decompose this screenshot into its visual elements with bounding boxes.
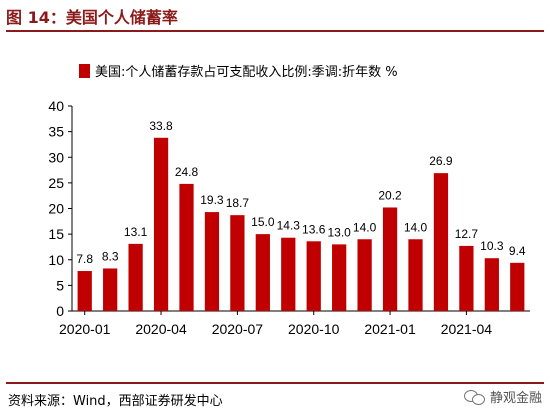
legend-swatch [79, 64, 90, 78]
data-label: 12.7 [455, 227, 479, 241]
y-tick-label: 40 [48, 98, 64, 114]
source-note: 资料来源：Wind，西部证券研发中心 [8, 394, 223, 409]
y-tick-label: 20 [48, 201, 64, 217]
x-tick-label: 2020-10 [288, 321, 340, 337]
data-label: 10.3 [480, 239, 504, 253]
title-rule [6, 30, 544, 32]
bar [332, 244, 347, 311]
bar [408, 239, 423, 311]
bar [357, 239, 372, 311]
bar [230, 215, 245, 311]
data-label: 13.6 [302, 222, 326, 236]
bar [382, 207, 398, 311]
data-label: 13.0 [327, 225, 351, 239]
bar [484, 258, 499, 311]
data-label: 15.0 [251, 215, 275, 229]
bar [103, 268, 118, 311]
x-tick-label: 2021-01 [364, 321, 416, 337]
x-tick-label: 2020-04 [135, 321, 187, 337]
bar [306, 241, 321, 311]
bar [128, 243, 143, 311]
data-label: 13.1 [124, 225, 148, 239]
bar [153, 137, 169, 311]
y-tick-label: 25 [48, 175, 64, 191]
y-tick-label: 15 [48, 226, 64, 242]
bar [433, 173, 449, 311]
legend-label: 美国:个人储蓄存款占可支配收入比例:季调:折年数 % [95, 65, 398, 80]
bar [255, 234, 270, 311]
data-label: 18.7 [226, 196, 250, 210]
y-tick-label: 10 [48, 252, 64, 268]
x-tick-label: 2021-04 [441, 321, 493, 337]
data-label: 20.2 [378, 188, 402, 202]
x-tick-label: 2020-07 [212, 321, 264, 337]
bar [77, 271, 92, 311]
wechat-icon [463, 389, 486, 405]
data-label: 9.4 [509, 244, 526, 258]
bar [204, 212, 220, 311]
data-label: 14.0 [404, 220, 428, 234]
data-label: 19.3 [200, 193, 224, 207]
bar [459, 245, 474, 311]
bar [510, 262, 525, 311]
bar [281, 237, 296, 311]
data-label: 14.3 [277, 219, 301, 233]
watermark-label: 静观金融 [489, 391, 542, 406]
y-tick-label: 0 [56, 303, 64, 319]
watermark: 静观金融 [463, 387, 542, 406]
bar [179, 183, 194, 311]
figure-title: 图 14：美国个人储蓄率 [6, 8, 178, 27]
source-rule [6, 382, 544, 384]
data-label: 8.3 [102, 249, 119, 263]
y-tick-label: 35 [48, 124, 64, 140]
bar-chart: 美国:个人储蓄存款占可支配收入比例:季调:折年数 % 0 5 10 15 20 25 30 35… [48, 64, 530, 337]
data-label: 24.8 [175, 165, 199, 179]
y-tick-label: 5 [56, 277, 64, 293]
y-tick-label: 30 [48, 149, 64, 165]
data-label: 33.8 [149, 119, 173, 133]
x-tick-label: 2020-01 [59, 321, 111, 337]
data-label: 7.8 [76, 252, 93, 266]
data-label: 14.0 [353, 220, 377, 234]
data-label: 26.9 [429, 154, 453, 168]
